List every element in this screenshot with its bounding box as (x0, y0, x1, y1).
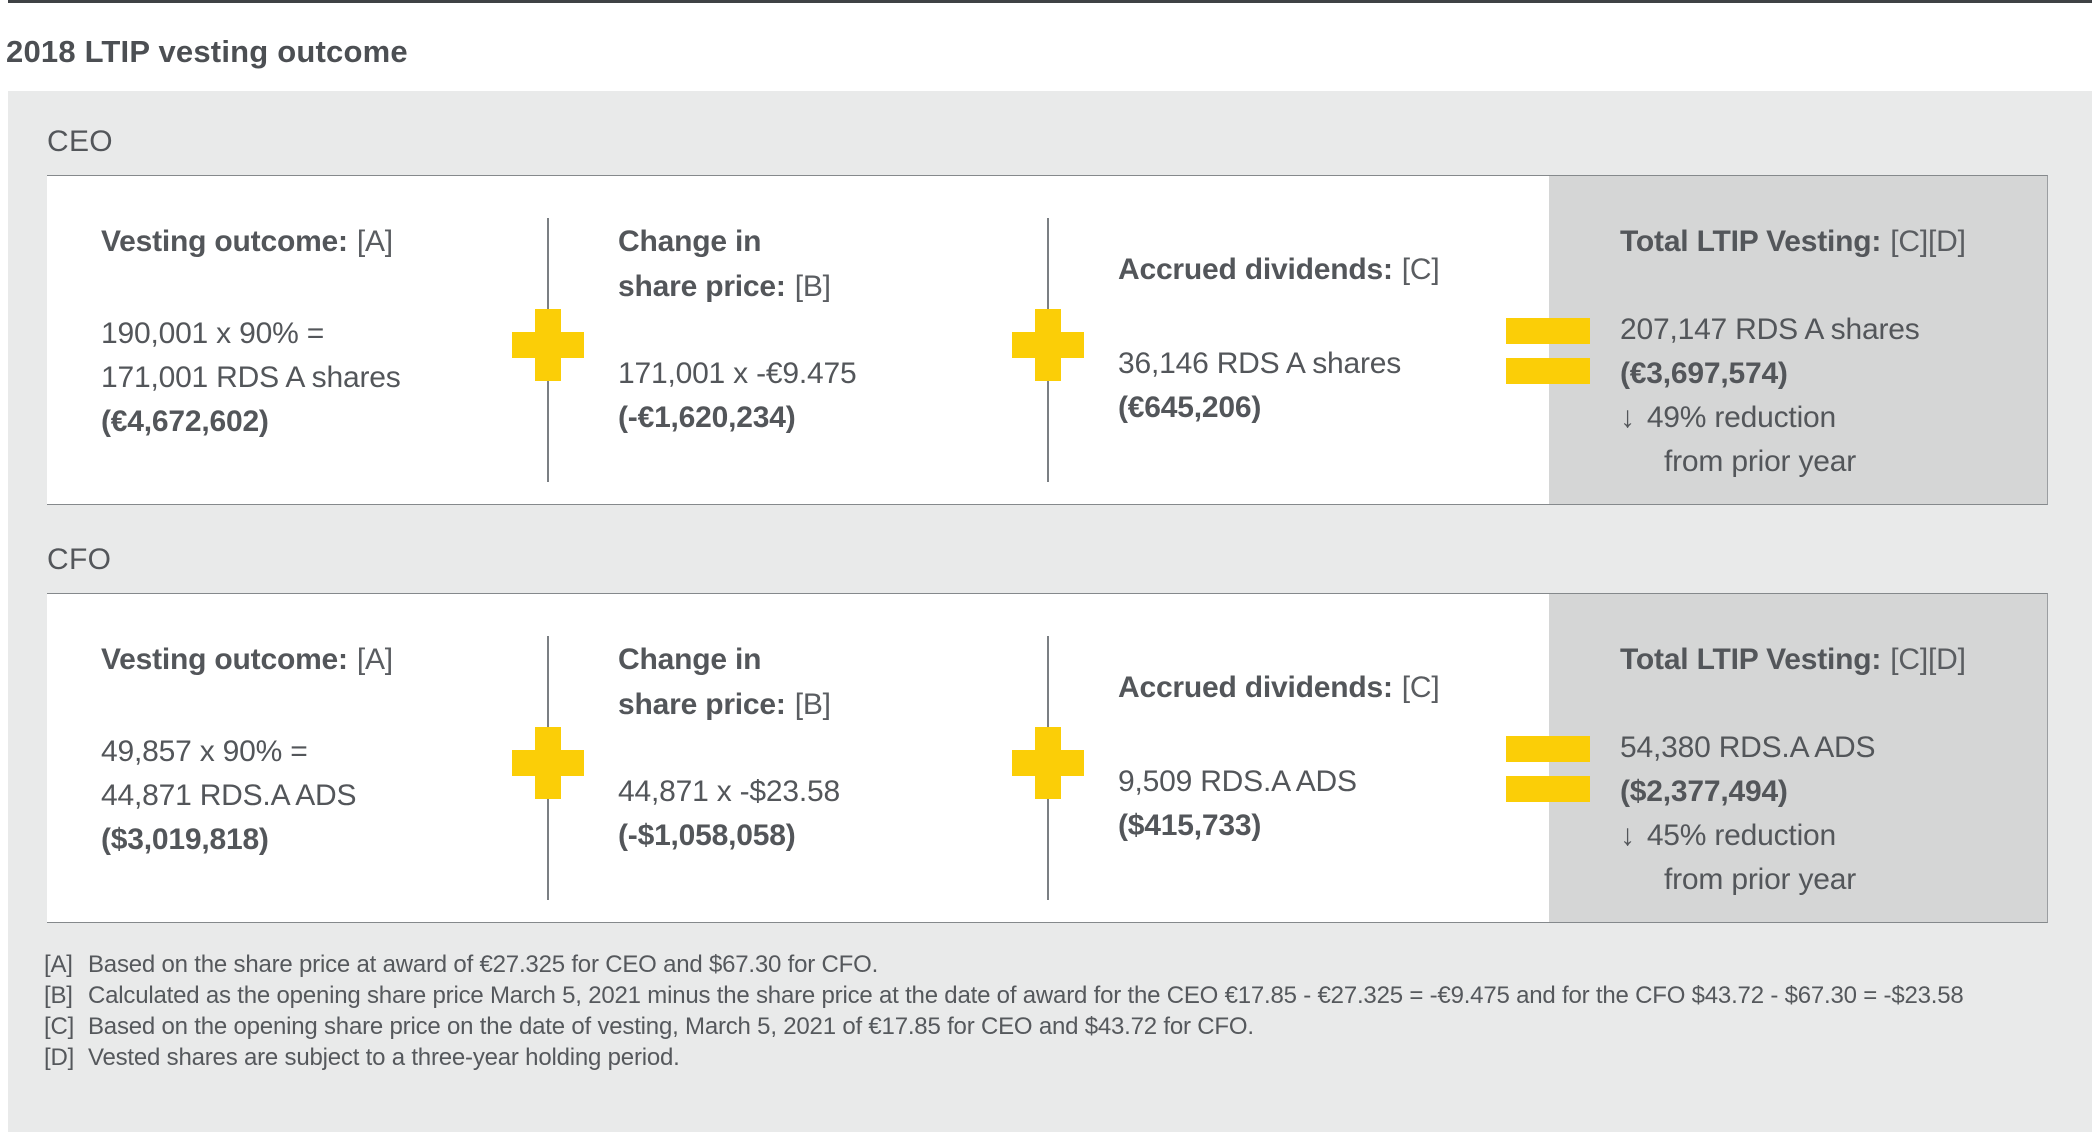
footnote-ref: [B] (794, 270, 831, 303)
footnote-d: [D] Vested shares are subject to a three-… (44, 1044, 680, 1071)
footnote-a: [A] Based on the share price at award of … (44, 951, 879, 978)
plus-icon (1012, 309, 1084, 381)
ceo-total-ltip-vesting-column: Total LTIP Vesting: [C][D] 207,147 RDS A … (1620, 176, 2050, 504)
calc-value: (€645,206) (1118, 391, 1262, 424)
column-heading: Total LTIP Vesting: [C][D] (1620, 225, 1966, 258)
reduction-note: ↓ 49% reduction (1620, 398, 1836, 438)
calc-value: ($3,019,818) (101, 823, 269, 856)
equals-icon (1506, 318, 1590, 384)
calc-line: 190,001 x 90% = (101, 317, 325, 350)
section-label-cfo: CFO (47, 543, 112, 576)
column-heading: Change in (618, 225, 762, 258)
calc-line: 44,871 RDS.A ADS (101, 779, 357, 812)
calc-value: (-$1,058,058) (618, 819, 796, 852)
cfo-vesting-outcome-column: Vesting outcome: [A] 49,857 x 90% = 44,87… (101, 594, 541, 922)
ceo-vesting-card: Vesting outcome: [A] 190,001 x 90% = 171,… (47, 175, 2048, 505)
ceo-accrued-dividends-column: Accrued dividends: [C] 36,146 RDS A share… (1118, 176, 1538, 504)
calc-value: (€4,672,602) (101, 405, 269, 438)
reduction-note-cont: from prior year (1664, 863, 1857, 896)
calc-line: 9,509 RDS.A ADS (1118, 765, 1357, 798)
footnote-ref: [B] (794, 688, 831, 721)
calc-line: 36,146 RDS A shares (1118, 347, 1402, 380)
total-value: ($2,377,494) (1620, 775, 1788, 808)
footnote-ref: [B] (44, 982, 73, 1009)
column-heading: Accrued dividends: [C] (1118, 671, 1440, 704)
footnote-ref: [A] (356, 643, 393, 676)
column-heading: Change in (618, 643, 762, 676)
reduction-note-cont: from prior year (1664, 445, 1857, 478)
page-title: 2018 LTIP vesting outcome (6, 33, 408, 69)
plus-icon (1012, 727, 1084, 799)
footnote-c: [C] Based on the opening share price on t… (44, 1013, 1254, 1040)
column-heading: share price: [B] (618, 688, 831, 721)
footnote-ref: [A] (44, 951, 73, 978)
plus-icon (512, 727, 584, 799)
ltip-outcome-panel: CEO Vesting outcome: [A] 190,001 x 90% = … (8, 91, 2092, 1132)
ceo-vesting-outcome-column: Vesting outcome: [A] 190,001 x 90% = 171,… (101, 176, 541, 504)
footnotes: [A] Based on the share price at award of … (44, 949, 1964, 1073)
footnote-b: [B] Calculated as the opening share price… (44, 982, 1964, 1009)
cfo-total-panel-background (1549, 594, 2047, 922)
footnote-ref: [C] (1401, 671, 1440, 704)
top-rule (8, 0, 2092, 3)
down-arrow-icon: ↓ (1620, 819, 1635, 852)
ceo-total-panel-background (1549, 176, 2047, 504)
down-arrow-icon: ↓ (1620, 401, 1635, 434)
calc-line: 44,871 x -$23.58 (618, 775, 840, 808)
footnote-ref: [C] (1401, 253, 1440, 286)
equals-icon (1506, 736, 1590, 802)
calc-value: (-€1,620,234) (618, 401, 796, 434)
cfo-accrued-dividends-column: Accrued dividends: [C] 9,509 RDS.A ADS ($… (1118, 594, 1538, 922)
reduction-note: ↓ 45% reduction (1620, 816, 1836, 856)
plus-icon (512, 309, 584, 381)
calc-value: ($415,733) (1118, 809, 1262, 842)
column-heading: Vesting outcome: [A] (101, 643, 393, 676)
calc-line: 49,857 x 90% = (101, 735, 308, 768)
total-shares: 54,380 RDS.A ADS (1620, 731, 1876, 764)
column-heading: Accrued dividends: [C] (1118, 253, 1440, 286)
column-heading: Vesting outcome: [A] (101, 225, 393, 258)
cfo-total-ltip-vesting-column: Total LTIP Vesting: [C][D] 54,380 RDS.A A… (1620, 594, 2050, 922)
column-heading: Total LTIP Vesting: [C][D] (1620, 643, 1966, 676)
footnote-ref: [C] (44, 1013, 75, 1040)
section-label-ceo: CEO (47, 125, 113, 158)
footnote-ref: [C][D] (1890, 225, 1966, 258)
ceo-change-share-price-column: Change in share price: [B] 171,001 x -€9.… (618, 176, 1038, 504)
footnote-ref: [C][D] (1890, 643, 1966, 676)
footnote-ref: [D] (44, 1044, 75, 1071)
total-shares: 207,147 RDS A shares (1620, 313, 1920, 346)
calc-line: 171,001 RDS A shares (101, 361, 401, 394)
column-heading: share price: [B] (618, 270, 831, 303)
footnote-ref: [A] (356, 225, 393, 258)
cfo-change-share-price-column: Change in share price: [B] 44,871 x -$23.… (618, 594, 1038, 922)
cfo-vesting-card: Vesting outcome: [A] 49,857 x 90% = 44,87… (47, 593, 2048, 923)
total-value: (€3,697,574) (1620, 357, 1788, 390)
calc-line: 171,001 x -€9.475 (618, 357, 857, 390)
